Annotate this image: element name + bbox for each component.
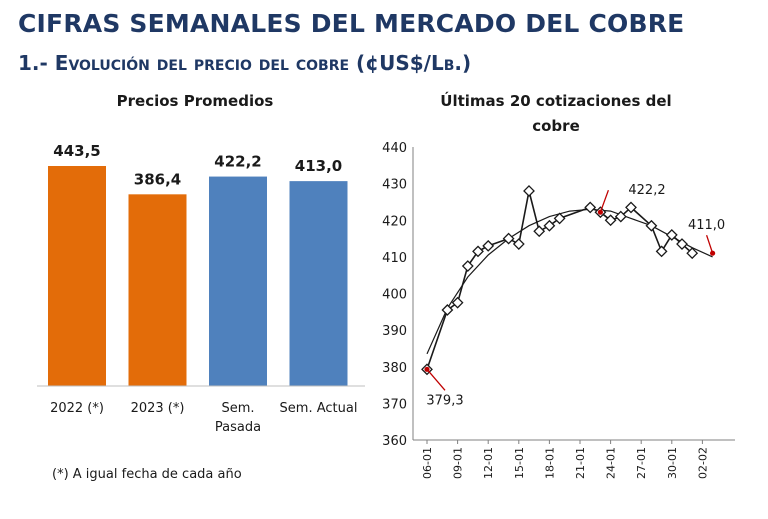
- price-point: [665, 228, 678, 241]
- x-tick-label: 21-01: [574, 447, 587, 479]
- price-point: [533, 225, 546, 238]
- annotation-label: 379,3: [426, 393, 463, 408]
- y-tick-label: 400: [382, 288, 407, 303]
- bar: [48, 166, 106, 386]
- price-point: [676, 238, 688, 250]
- bar-chart: Precios Promedios 443,5 2022 (*) 386,4 2023…: [37, 92, 365, 482]
- line-chart: Últimas 20 cotizaciones del cobre 360 370…: [382, 91, 735, 479]
- annotation-arrow: [426, 368, 446, 391]
- annotation-marker: [710, 250, 716, 256]
- annotation-arrow: [599, 189, 610, 213]
- price-point: [604, 214, 617, 227]
- price-point: [441, 304, 454, 316]
- x-tick-label: 27-01: [635, 447, 648, 479]
- bar-category-label: Sem. Actual: [280, 401, 358, 416]
- y-tick-label: 380: [382, 361, 407, 376]
- trendline: [426, 208, 713, 355]
- price-point: [451, 296, 464, 309]
- bar-chart-note: (*) A igual fecha de cada año: [52, 467, 242, 482]
- price-point: [645, 219, 658, 232]
- x-tick-label: 18-01: [543, 447, 556, 479]
- annotation-marker: [597, 209, 603, 215]
- y-tick-label: 390: [382, 324, 407, 339]
- page-title: CIFRAS SEMANALES DEL MERCADO DEL COBRE: [18, 9, 685, 38]
- y-tick-label: 360: [382, 434, 407, 449]
- price-point: [512, 238, 525, 250]
- bar-category-label: Pasada: [215, 420, 261, 435]
- price-point: [523, 185, 535, 197]
- annotation-marker: [424, 366, 430, 372]
- price-point: [614, 210, 627, 223]
- x-tick-label: 24-01: [605, 447, 618, 479]
- annotation-arrow: [705, 235, 714, 254]
- y-tick-label: 370: [382, 397, 407, 412]
- line-chart-title-line-2: cobre: [532, 117, 580, 135]
- bar: [209, 176, 267, 386]
- annotation-label: 422,2: [628, 183, 665, 198]
- price-point: [686, 247, 699, 260]
- bar-value-label: 443,5: [53, 142, 100, 160]
- price-point: [584, 201, 597, 214]
- y-tick-label: 420: [382, 214, 407, 229]
- bar-value-label: 422,2: [214, 153, 261, 171]
- x-tick-label: 09-01: [452, 447, 465, 479]
- price-point: [502, 232, 515, 245]
- annotation-label: 411,0: [688, 218, 725, 233]
- price-point: [553, 212, 566, 225]
- bar: [128, 194, 187, 386]
- y-tick-label: 410: [382, 251, 407, 266]
- price-point: [543, 219, 556, 232]
- x-tick-label: 30-01: [666, 447, 679, 479]
- bar-value-label: 386,4: [134, 170, 181, 188]
- x-tick-label: 02-02: [696, 447, 709, 479]
- bar-value-label: 413,0: [295, 157, 342, 175]
- page-subtitle: 1.- Evolución del precio del cobre (¢US$…: [18, 51, 472, 75]
- bar-category-label: 2023 (*): [131, 401, 185, 416]
- price-line: [426, 190, 693, 370]
- price-point: [461, 260, 474, 272]
- y-tick-label: 440: [382, 141, 407, 156]
- x-tick-label: 06-01: [421, 447, 434, 479]
- bar-category-label: 2022 (*): [50, 401, 104, 416]
- x-tick-label: 15-01: [513, 447, 526, 479]
- bar-chart-title: Precios Promedios: [117, 92, 274, 110]
- price-point: [482, 239, 495, 252]
- line-chart-title-line-1: Últimas 20 cotizaciones del: [440, 91, 671, 110]
- price-point: [472, 245, 484, 258]
- bar: [289, 181, 348, 386]
- y-tick-label: 430: [382, 178, 407, 193]
- price-point: [625, 201, 637, 214]
- price-point: [655, 245, 668, 258]
- bar-category-label: Sem.: [221, 401, 254, 416]
- x-tick-label: 12-01: [482, 447, 495, 479]
